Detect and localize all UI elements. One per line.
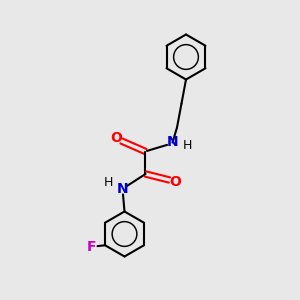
Text: N: N xyxy=(117,182,129,196)
Text: O: O xyxy=(110,131,122,145)
Text: N: N xyxy=(167,136,178,149)
Text: H: H xyxy=(103,176,113,190)
Text: H: H xyxy=(183,139,192,152)
Text: O: O xyxy=(169,175,181,188)
Text: F: F xyxy=(87,240,96,254)
